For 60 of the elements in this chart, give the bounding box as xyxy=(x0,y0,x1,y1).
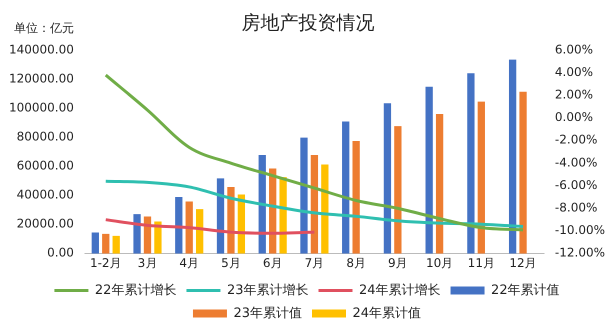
legend-label: 22年累计值 xyxy=(491,282,560,298)
bar xyxy=(102,234,110,254)
x-tick-label: 3月 xyxy=(138,256,158,270)
bar xyxy=(394,126,402,254)
bar xyxy=(352,141,360,254)
y-tick-label: 40000.00 xyxy=(16,188,74,202)
y-tick-label: 100000.00 xyxy=(8,100,74,114)
y2-tick-label: -4.00% xyxy=(554,155,598,170)
x-tick-label: 1-2月 xyxy=(90,256,122,270)
bar xyxy=(92,232,99,254)
y-tick-label: 60000.00 xyxy=(16,158,74,173)
y2-tick-label: 6.00% xyxy=(554,42,594,56)
bar xyxy=(519,92,527,254)
bar xyxy=(112,236,120,254)
line-series xyxy=(104,180,525,228)
x-tick-label: 5月 xyxy=(221,256,241,270)
legend-label: 23年累计值 xyxy=(233,306,302,321)
bar xyxy=(508,60,516,254)
x-tick-label: 6月 xyxy=(262,256,282,270)
y2-tick-label: -8.00% xyxy=(554,200,598,215)
y-tick-label: 140000.00 xyxy=(8,42,74,56)
text: 单位：亿元 xyxy=(14,20,74,37)
y2-tick-label: -6.00% xyxy=(554,178,598,192)
chart-title: 房地产投资情况 xyxy=(242,12,374,34)
bar xyxy=(384,103,392,254)
x-tick-label: 11月 xyxy=(468,256,495,270)
bar xyxy=(238,194,246,254)
y2-tick-label: -2.00% xyxy=(554,132,598,147)
legend-label: 24年累计值 xyxy=(352,306,422,321)
bar xyxy=(269,168,276,254)
y2-tick-label: -10.00% xyxy=(554,223,606,238)
x-tick-label: 10月 xyxy=(426,256,454,270)
x-tick-label: 12月 xyxy=(509,256,537,270)
bar xyxy=(258,154,266,254)
legend-label: 22年累计增长 xyxy=(94,282,176,298)
y2-tick-label: -12.00% xyxy=(554,246,606,260)
bar xyxy=(478,102,485,254)
x-tick-label: 9月 xyxy=(388,256,408,270)
bar xyxy=(175,196,182,254)
y-tick-label: 120000.00 xyxy=(8,71,74,86)
bar xyxy=(196,209,204,254)
line-series xyxy=(104,218,316,235)
x-tick-label: 4月 xyxy=(179,256,200,270)
x-tick-label: 8月 xyxy=(346,256,366,270)
bar xyxy=(186,201,193,254)
legend-label: 23年累计增长 xyxy=(226,282,309,298)
y-tick-label: 80000.00 xyxy=(16,129,74,144)
bar xyxy=(467,73,475,254)
y2-tick-label: 2.00% xyxy=(554,88,594,102)
legend-label: 24年累计增长 xyxy=(359,282,441,298)
y2-tick-label: 0.00% xyxy=(554,110,594,124)
bar xyxy=(342,122,350,254)
y2-tick-label: 4.00% xyxy=(554,64,594,79)
bar xyxy=(436,114,444,254)
x-tick-label: 7月 xyxy=(304,256,324,270)
bar xyxy=(426,86,433,254)
y-tick-label: 0.00 xyxy=(47,246,74,260)
line-series xyxy=(104,74,525,232)
y-tick-label: 20000.00 xyxy=(16,216,74,231)
bar xyxy=(321,164,328,254)
